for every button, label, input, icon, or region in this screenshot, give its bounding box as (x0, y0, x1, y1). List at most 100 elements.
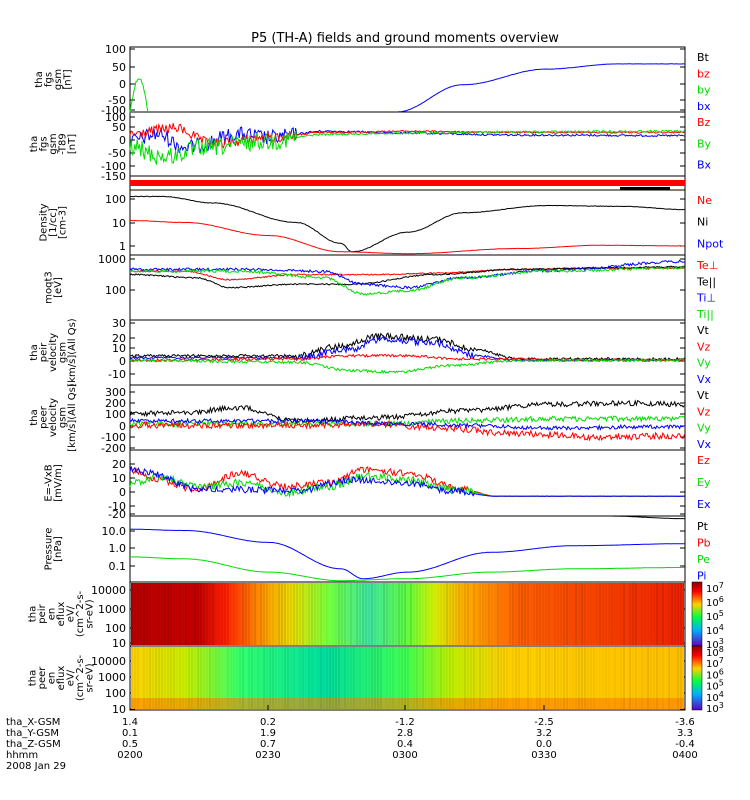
spectrogram-texture (134, 583, 136, 645)
spectrogram-texture (221, 583, 223, 645)
spectrogram-texture (158, 583, 160, 645)
ytick-label: 0 (119, 355, 126, 368)
ytick-label: -100 (101, 431, 126, 444)
spectrogram-texture (413, 583, 415, 645)
spectrogram-texture (365, 583, 367, 645)
ylabel-line: velocity (48, 398, 59, 437)
spectrogram-texture (455, 647, 457, 709)
spectrogram-texture (359, 583, 361, 645)
spectrogram-texture (623, 647, 625, 709)
spectrogram-texture (131, 583, 133, 645)
spectrogram-texture (236, 583, 238, 645)
spectrogram-texture (569, 583, 571, 645)
spectrogram-texture (683, 583, 685, 645)
xaxis-row-label: tha_X-GSM (6, 717, 60, 728)
xaxis-value: 0.7 (260, 739, 276, 750)
spectrogram-texture (524, 647, 526, 709)
spectrogram-texture (461, 647, 463, 709)
spectrogram-texture (461, 583, 463, 645)
spectrogram-texture (149, 583, 151, 645)
spectrogram-texture (518, 583, 520, 645)
spectrogram-texture (347, 583, 349, 645)
colorbar-tick: 108 (706, 645, 724, 659)
ylabel-line: tha (29, 409, 40, 425)
spectrogram-texture (407, 583, 409, 645)
spectrogram-texture (161, 647, 163, 709)
spectrogram-texture (572, 583, 574, 645)
spectrogram-texture (299, 647, 301, 709)
spectrogram-texture (389, 647, 391, 709)
colorbar (691, 645, 703, 711)
spectrogram-texture (323, 647, 325, 709)
ytick-label: 100 (105, 284, 126, 297)
spectrogram-texture (356, 583, 358, 645)
spectrogram-texture (308, 583, 310, 645)
ytick-label: 0 (119, 134, 126, 147)
ylabel-line: (cm^2-s- (75, 590, 86, 637)
panel-ylabel: moqt3[eV] (43, 271, 64, 304)
spectrogram-texture (347, 647, 349, 709)
spectrogram-texture (317, 647, 319, 709)
spectrogram-texture (152, 583, 154, 645)
ylabel-line: fgs (39, 136, 50, 151)
spectrogram-texture (287, 583, 289, 645)
spectrogram-texture (251, 647, 253, 709)
spectrogram-texture (371, 583, 373, 645)
series-pt (607, 515, 685, 520)
spectrogram-texture (515, 647, 517, 709)
spectrogram-texture (668, 583, 670, 645)
spectrogram-texture (608, 583, 610, 645)
ytick-label: 10 (112, 637, 126, 650)
ylabel-line: tha (29, 344, 40, 360)
panel-frame (129, 645, 686, 711)
spectrogram-texture (554, 647, 556, 709)
xaxis-value: 0330 (531, 750, 556, 761)
legend-entry: Bt (697, 51, 710, 64)
spectrogram-texture (155, 583, 157, 645)
spectrogram-texture (290, 583, 292, 645)
spectrogram-texture (320, 583, 322, 645)
spectrogram-texture (392, 647, 394, 709)
spectrogram-texture (464, 647, 466, 709)
spectrogram-texture (143, 647, 145, 709)
ylabel-line: [cm-3] (58, 206, 69, 239)
ytick-label: 50 (112, 61, 126, 74)
xaxis-value: 0400 (672, 750, 697, 761)
legend-entry: Ne (697, 194, 712, 207)
ytick-label: 100 (105, 193, 126, 206)
spectrogram-texture (284, 647, 286, 709)
spectrogram-texture (629, 583, 631, 645)
spectrogram-texture (236, 647, 238, 709)
spectrogram-texture (176, 647, 178, 709)
panel-pressure: Pressure[nPa] 10.0 1.0 0.1 Pt Pb Pe Pi (43, 515, 711, 583)
spectrogram-texture (140, 583, 142, 645)
spectrogram-texture (152, 647, 154, 709)
spectrogram-texture (563, 583, 565, 645)
spectrogram-texture (242, 647, 244, 709)
series-ni (129, 195, 685, 253)
spectrogram-texture (185, 583, 187, 645)
spectrogram-texture (659, 583, 661, 645)
spectrogram-texture (482, 647, 484, 709)
colorbar-tick: 106 (706, 667, 724, 681)
spectrogram-texture (518, 647, 520, 709)
spectrogram-texture (446, 647, 448, 709)
spectrogram-texture (356, 647, 358, 709)
spectrogram-texture (503, 583, 505, 645)
ylabel-line: sr-eV) (85, 599, 96, 628)
spectrogram-texture (179, 583, 181, 645)
legend-entry: Ni (697, 216, 708, 229)
ylabel-line: fgs (43, 72, 54, 87)
ylabel-line: [nT] (62, 69, 73, 89)
spectrogram-texture (350, 647, 352, 709)
spectrogram-texture (380, 583, 382, 645)
spectrogram-texture (260, 647, 262, 709)
ylabel-line: tha (28, 606, 39, 622)
panel-temp: moqt3[eV] 1000 100 Te⊥ Te|| Ti⊥ Ti|| (43, 253, 718, 321)
spectrogram-texture (515, 583, 517, 645)
ytick-label: 1000 (98, 253, 126, 266)
ytick-label: 1.0 (109, 542, 127, 555)
ylabel-line: gsm (48, 133, 59, 154)
chart-title: P5 (TH-A) fields and ground moments over… (251, 31, 559, 46)
